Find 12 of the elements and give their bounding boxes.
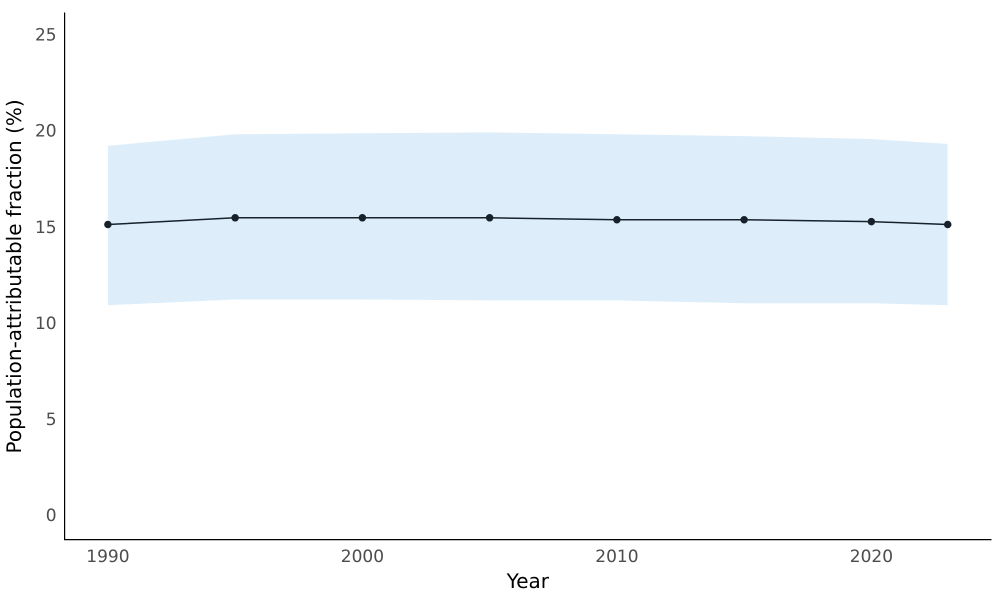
x-tick-label: 2000 xyxy=(340,547,384,568)
x-tick-label: 2020 xyxy=(850,547,894,568)
x-tick-label: 2010 xyxy=(595,547,639,568)
y-tick-label: 25 xyxy=(34,26,57,46)
y-tick-label: 10 xyxy=(34,314,57,334)
x-tick-label: 1990 xyxy=(86,547,130,568)
y-axis-title: Population-attributable fraction (%) xyxy=(2,99,26,454)
y-tick-label: 15 xyxy=(34,218,57,238)
y-tick-label: 0 xyxy=(46,506,57,526)
x-axis-title: Year xyxy=(506,569,550,594)
y-tick-label: 20 xyxy=(34,122,57,142)
y-tick-label: 5 xyxy=(46,410,57,430)
